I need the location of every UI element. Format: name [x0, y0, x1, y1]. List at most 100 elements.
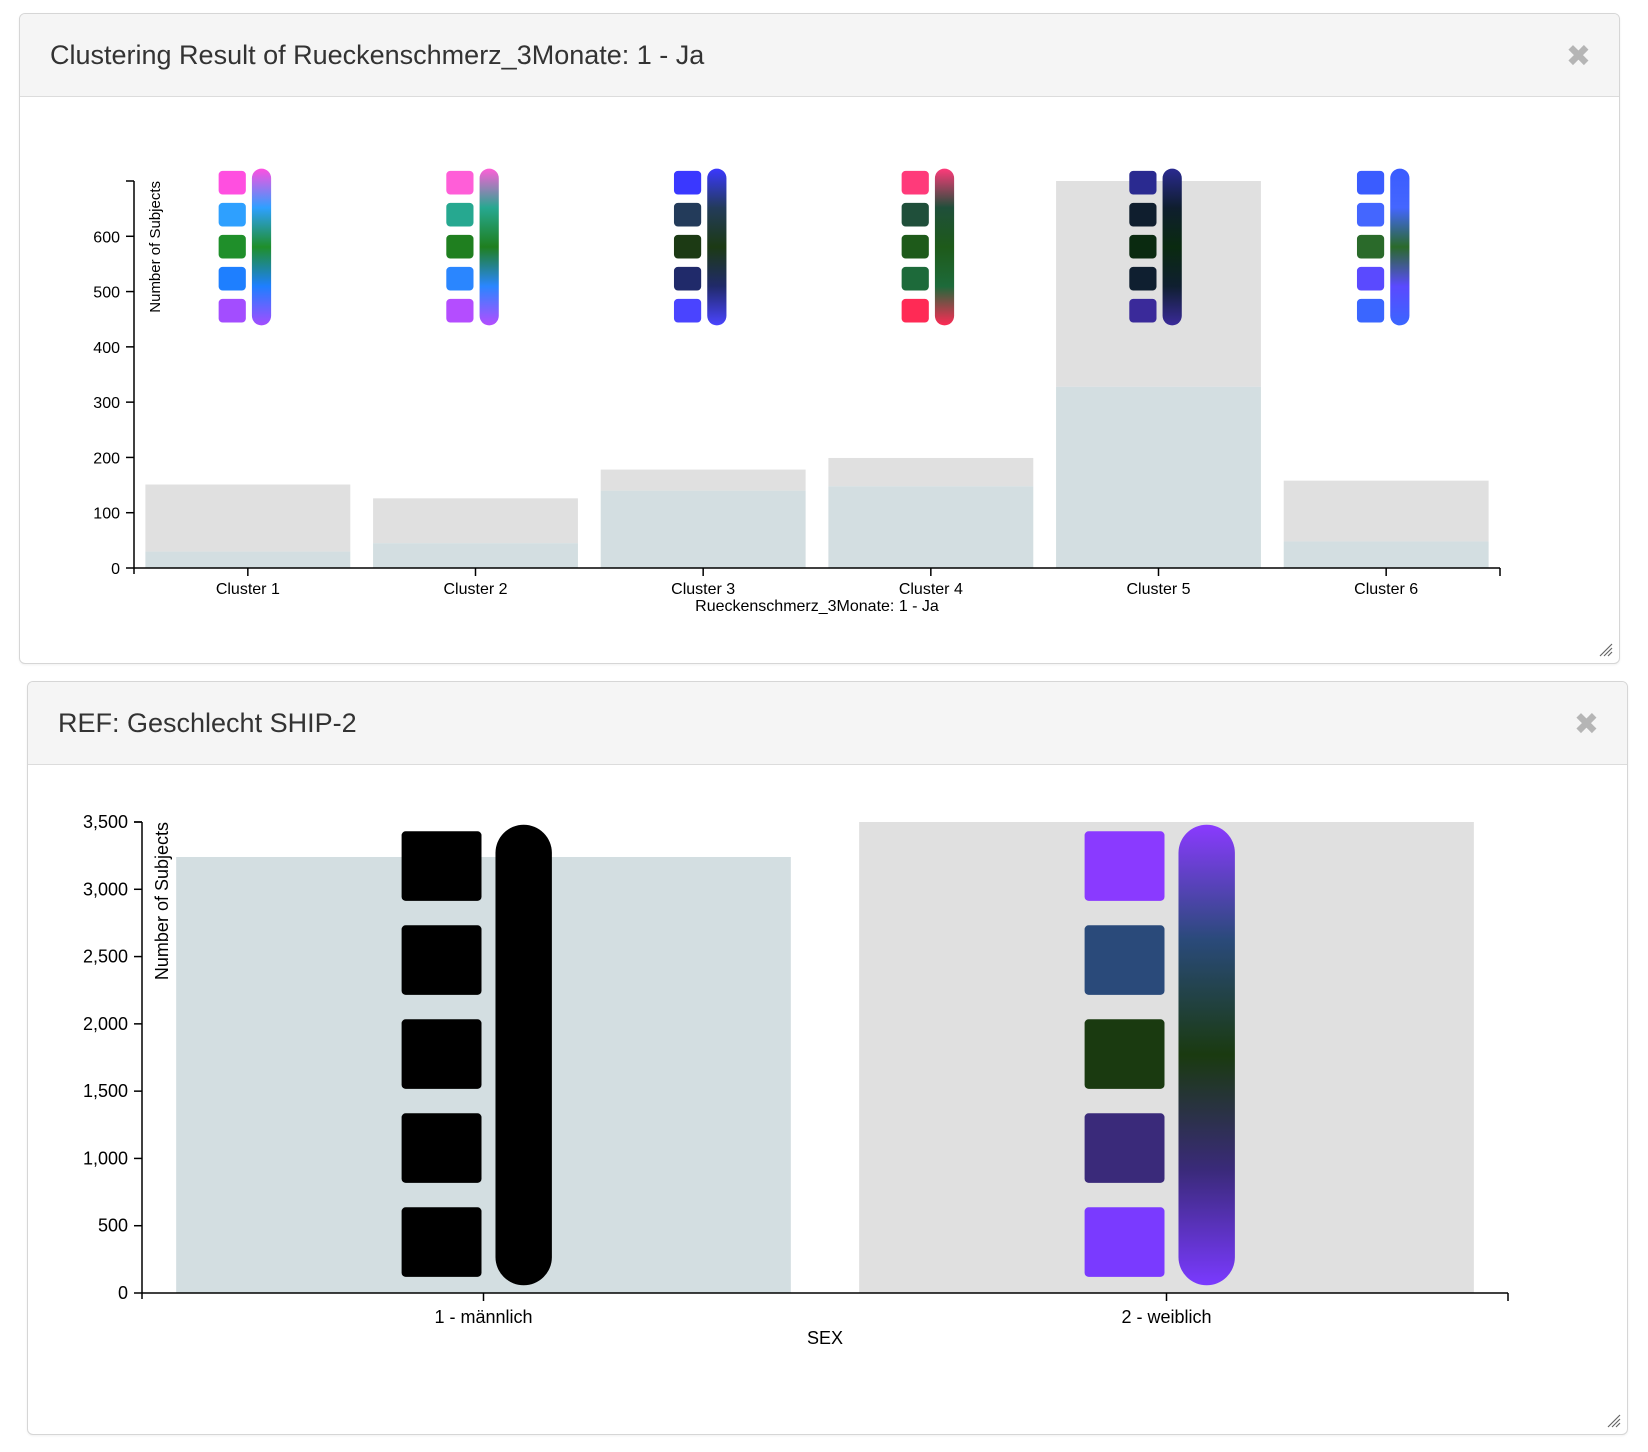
vertebra [1129, 202, 1157, 227]
bar [859, 822, 1474, 1293]
y-tick-label: 500 [93, 285, 120, 302]
spine-glyph [401, 824, 552, 1286]
spine-column [495, 824, 552, 1286]
bar [176, 856, 791, 1293]
vertebra [401, 925, 482, 995]
vertebra [446, 234, 474, 259]
bar [828, 486, 1034, 568]
y-tick-label: 500 [98, 1216, 128, 1236]
bar [145, 551, 351, 568]
resize-handle-icon[interactable] [1597, 641, 1613, 657]
bar [1283, 541, 1489, 568]
vertebra [1084, 925, 1165, 995]
spine-column [251, 168, 272, 326]
reference-panel: REF: Geschlecht SHIP-2 ✖ 0 500 1,000 1,500 2… [27, 681, 1628, 1435]
resize-handle-icon[interactable] [1605, 1412, 1621, 1428]
spine-column [934, 168, 955, 326]
vertebra [218, 298, 246, 323]
close-icon[interactable]: ✖ [1565, 39, 1591, 74]
vertebra [1129, 298, 1157, 323]
bar [600, 469, 806, 491]
panel-title: Clustering Result of Rueckenschmerz_3Mon… [50, 40, 705, 70]
x-tick-label: Cluster 5 [1126, 581, 1190, 598]
bar [145, 484, 351, 552]
panel-header: Clustering Result of Rueckenschmerz_3Mon… [20, 14, 1619, 97]
x-tick-label: Cluster 6 [1354, 581, 1418, 598]
vertebra [901, 234, 929, 259]
vertebra [901, 170, 929, 195]
close-icon[interactable]: ✖ [1573, 707, 1599, 742]
spine-glyph [901, 168, 955, 326]
vertebra [218, 266, 246, 291]
vertebra [446, 170, 474, 195]
y-tick-label: 1,000 [83, 1148, 128, 1168]
vertebra [1084, 831, 1165, 901]
vertebra [901, 266, 929, 291]
bar [373, 543, 578, 568]
vertebra [446, 266, 474, 291]
spine-column [1162, 168, 1182, 326]
vertebra [673, 234, 702, 259]
panel-title: REF: Geschlecht SHIP-2 [58, 708, 357, 738]
y-tick-label: 2,500 [83, 947, 128, 967]
y-tick-label: 3,000 [83, 879, 128, 899]
spine-column [707, 168, 727, 326]
y-tick-label: 600 [93, 229, 120, 246]
vertebra [901, 298, 929, 323]
y-tick-label: 0 [111, 561, 120, 578]
vertebra [401, 1019, 482, 1089]
x-axis-title: Rueckenschmerz_3Monate: 1 - Ja [695, 598, 939, 615]
vertebra [1356, 170, 1385, 195]
x-tick-label: Cluster 3 [671, 581, 735, 598]
spine-glyph [1084, 824, 1235, 1286]
vertebra [401, 1207, 482, 1277]
spine-glyph [218, 168, 272, 326]
clustering-chart: 0 100 200 300 400 500 600 Cluster 1 Cluster 2 Clu… [93, 168, 1501, 615]
vertebra [1129, 234, 1157, 259]
spine-glyph [1356, 168, 1410, 326]
bar [1056, 386, 1261, 568]
vertebra [218, 234, 246, 259]
x-tick-label: Cluster 1 [216, 581, 280, 598]
x-tick-label: Cluster 2 [443, 581, 507, 598]
bar [1283, 480, 1489, 542]
vertebra [218, 170, 246, 195]
y-tick-label: 300 [93, 395, 120, 412]
y-axis-title: Number of Subjects [147, 181, 164, 313]
y-axis-title: Number of Subjects [152, 822, 172, 980]
panel-header: REF: Geschlecht SHIP-2 ✖ [28, 682, 1627, 765]
y-tick-label: 400 [93, 340, 120, 357]
bar [600, 490, 806, 568]
spine-column [1178, 824, 1235, 1286]
vertebra [673, 266, 702, 291]
vertebra [1356, 202, 1385, 227]
vertebra [901, 202, 929, 227]
y-tick-label: 200 [93, 450, 120, 467]
vertebra [1129, 266, 1157, 291]
vertebra [401, 1113, 482, 1183]
x-tick-label: 2 - weiblich [1121, 1307, 1211, 1327]
x-tick-label: Cluster 4 [899, 581, 963, 598]
vertebra [446, 298, 474, 323]
vertebra [1356, 234, 1385, 259]
bar [1056, 181, 1261, 387]
spine-column [479, 168, 499, 326]
x-tick-label: 1 - männlich [434, 1307, 532, 1327]
vertebra [673, 170, 702, 195]
vertebra [1356, 266, 1385, 291]
y-tick-label: 100 [93, 506, 120, 523]
y-tick-label: 3,500 [83, 812, 128, 832]
vertebra [673, 298, 702, 323]
y-tick-label: 0 [118, 1283, 128, 1303]
spine-glyph [673, 168, 727, 326]
spine-glyph [1129, 168, 1182, 326]
x-axis-title: SEX [807, 1328, 843, 1348]
spine-column [1390, 168, 1410, 326]
vertebra [1084, 1207, 1165, 1277]
vertebra [1084, 1019, 1165, 1089]
clustering-panel: Clustering Result of Rueckenschmerz_3Mon… [19, 13, 1620, 664]
y-tick-label: 2,000 [83, 1014, 128, 1034]
y-tick-label: 1,500 [83, 1081, 128, 1101]
vertebra [218, 202, 246, 227]
spine-glyph [446, 168, 499, 326]
